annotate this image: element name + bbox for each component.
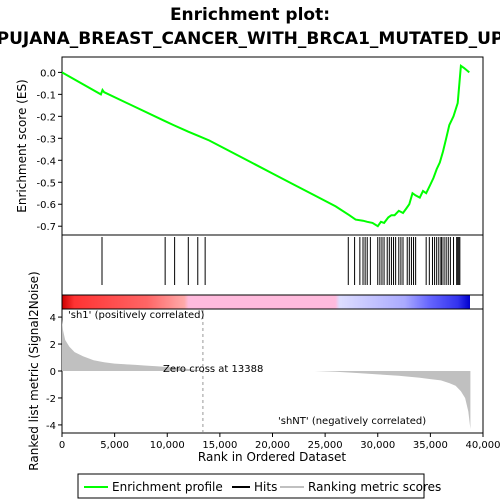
x-tick-label: 5,000 xyxy=(100,440,129,451)
zero-cross-label: Zero cross at 13388 xyxy=(163,364,263,375)
legend-label-enrichment-profile: Enrichment profile xyxy=(112,480,223,494)
metric-y-tick-label: 2 xyxy=(50,340,56,351)
metric-y-tick-label: 4 xyxy=(50,313,56,324)
metric-y-axis: 4 2 0 -2 -4 xyxy=(46,313,62,432)
legend: Enrichment profile Hits Ranking metric s… xyxy=(77,473,441,499)
enrichment-profile-line xyxy=(61,64,470,228)
es-y-axis-label: Enrichment score (ES) xyxy=(15,79,29,212)
x-tick-label: 0 xyxy=(59,440,65,451)
negative-correlation-label: 'shNT' (negatively correlated) xyxy=(278,416,426,427)
x-tick-label: 35,000 xyxy=(413,440,448,451)
es-y-tick-label: -0.6 xyxy=(36,200,56,211)
chart-subtitle: PUJANA_BREAST_CANCER_WITH_BRCA1_MUTATED_… xyxy=(0,29,500,49)
es-y-tick-label: 0.0 xyxy=(40,68,56,79)
metric-y-tick-label: 0 xyxy=(50,367,56,378)
hits-markers xyxy=(101,237,461,285)
x-tick-label: 30,000 xyxy=(360,440,395,451)
ranked-list-heatmap xyxy=(62,295,470,309)
es-panel-frame xyxy=(61,56,484,236)
es-y-tick-label: -0.7 xyxy=(36,222,56,233)
es-panel: 0.0 -0.1 -0.2 -0.3 -0.4 -0.5 -0.6 -0.7 Enrichme… xyxy=(15,56,484,236)
chart-title: Enrichment plot: xyxy=(170,5,330,25)
es-y-tick-label: -0.2 xyxy=(36,112,56,123)
x-axis-ticks: 0 5,000 10,000 15,000 20,000 25,000 30,000 35,0… xyxy=(59,433,500,451)
metric-y-tick-label: -2 xyxy=(46,394,56,405)
x-tick-label: 20,000 xyxy=(255,440,290,451)
ranking-metric-area xyxy=(62,319,471,429)
metric-y-axis-label: Ranked list metric (Signal2Noise) xyxy=(27,271,41,470)
es-y-tick-label: -0.1 xyxy=(36,90,56,101)
es-y-tick-label: -0.5 xyxy=(36,178,56,189)
metric-y-tick-label: -4 xyxy=(46,421,56,432)
es-y-tick-label: -0.3 xyxy=(36,134,56,145)
x-tick-label: 40,000 xyxy=(466,440,500,451)
metric-panel: Zero cross at 13388 'sh1' (positively co… xyxy=(27,271,484,471)
heat-bar xyxy=(61,294,484,310)
x-tick-label: 15,000 xyxy=(202,440,237,451)
title-group: Enrichment plot: PUJANA_BREAST_CANCER_WI… xyxy=(0,5,500,49)
hits-panel-frame xyxy=(61,234,484,296)
es-y-axis: 0.0 -0.1 -0.2 -0.3 -0.4 -0.5 -0.6 -0.7 xyxy=(36,68,62,233)
x-tick-label: 25,000 xyxy=(308,440,343,451)
positive-correlation-label: 'sh1' (positively correlated) xyxy=(68,310,205,321)
hits-panel xyxy=(61,234,484,296)
x-axis-label: Rank in Ordered Dataset xyxy=(198,450,346,464)
legend-label-ranking-metric: Ranking metric scores xyxy=(308,480,441,494)
legend-frame xyxy=(77,473,425,499)
x-axis: 0 5,000 10,000 15,000 20,000 25,000 30,000 35,0… xyxy=(59,433,500,464)
es-y-tick-label: -0.4 xyxy=(36,156,56,167)
legend-label-hits: Hits xyxy=(254,480,277,494)
x-tick-label: 10,000 xyxy=(150,440,185,451)
